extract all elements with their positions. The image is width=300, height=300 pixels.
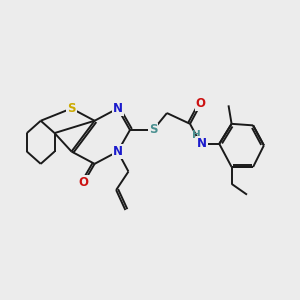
Text: S: S <box>149 124 157 136</box>
Text: N: N <box>113 145 123 158</box>
Text: H: H <box>192 130 201 140</box>
Text: N: N <box>197 137 207 150</box>
Text: O: O <box>196 97 206 110</box>
Text: S: S <box>67 102 76 115</box>
Text: O: O <box>79 176 89 189</box>
Text: N: N <box>113 102 123 115</box>
